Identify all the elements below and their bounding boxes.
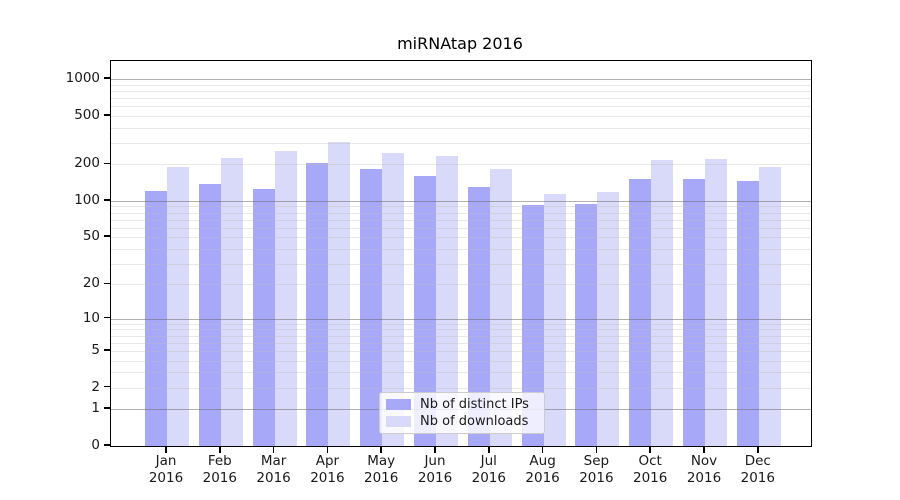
x-tick-mar bbox=[272, 447, 275, 453]
x-tick-label-jan: Jan 2016 bbox=[148, 453, 184, 486]
x-tick-label-dec: Dec 2016 bbox=[740, 453, 775, 486]
bar-downloads-dec bbox=[758, 166, 781, 446]
x-tick-nov bbox=[703, 447, 705, 453]
bar-downloads-may bbox=[382, 152, 405, 446]
y-tick-label-100: 100 bbox=[74, 191, 100, 208]
y-tick-label-2: 2 bbox=[91, 378, 100, 395]
y-tick-200 bbox=[104, 162, 110, 165]
y-tick-label-1: 1 bbox=[91, 400, 100, 417]
bar-downloads-sep bbox=[597, 191, 620, 446]
y-tick-2 bbox=[104, 385, 110, 388]
x-tick-jun bbox=[434, 447, 436, 453]
bar-downloads-nov bbox=[705, 158, 727, 446]
bar-ips-apr bbox=[306, 162, 329, 446]
plot-area: Nb of distinct IPs Nb of downloads bbox=[110, 60, 812, 447]
x-tick-label-jul: Jul 2016 bbox=[471, 453, 506, 486]
legend-swatch-downloads bbox=[386, 416, 411, 427]
bar-ips-nov bbox=[683, 178, 705, 446]
x-tick-label-apr: Apr 2016 bbox=[310, 453, 345, 486]
bar-ips-jan bbox=[145, 190, 167, 446]
bar-downloads-jul bbox=[489, 169, 512, 446]
y-tick-100 bbox=[104, 199, 110, 201]
x-tick-label-oct: Oct 2016 bbox=[633, 453, 668, 486]
y-tick-50 bbox=[104, 235, 110, 237]
bar-ips-dec bbox=[736, 180, 759, 446]
bar-downloads-aug bbox=[543, 193, 566, 446]
x-tick-feb bbox=[219, 447, 221, 453]
x-tick-jan bbox=[165, 447, 167, 453]
legend: Nb of distinct IPs Nb of downloads bbox=[379, 392, 545, 434]
chart-title: miRNAtap 2016 bbox=[397, 34, 523, 53]
bar-ips-aug bbox=[521, 204, 544, 446]
bar-downloads-mar bbox=[274, 150, 297, 446]
x-tick-dec bbox=[757, 447, 759, 453]
bar-downloads-oct bbox=[651, 159, 674, 446]
bar-downloads-feb bbox=[220, 157, 243, 446]
y-tick-label-500: 500 bbox=[74, 106, 100, 123]
bar-ips-jul bbox=[467, 186, 490, 446]
x-tick-label-sep: Sep 2016 bbox=[579, 453, 614, 486]
x-tick-label-feb: Feb 2016 bbox=[202, 453, 237, 486]
x-tick-label-may: May 2016 bbox=[364, 453, 399, 486]
x-tick-jul bbox=[488, 447, 490, 453]
x-tick-sep bbox=[595, 447, 598, 453]
bars-layer bbox=[111, 61, 811, 446]
bar-downloads-jan bbox=[167, 167, 189, 446]
y-tick-label-1000: 1000 bbox=[65, 70, 100, 86]
x-tick-aug bbox=[541, 447, 544, 453]
bar-downloads-jun bbox=[436, 155, 458, 446]
y-tick-10 bbox=[104, 316, 110, 319]
x-tick-oct bbox=[649, 447, 651, 453]
bar-ips-feb bbox=[198, 184, 221, 446]
bar-downloads-apr bbox=[328, 142, 351, 446]
x-tick-label-aug: Aug 2016 bbox=[525, 453, 560, 486]
y-tick-1 bbox=[104, 407, 110, 409]
y-tick-500 bbox=[104, 114, 110, 116]
y-tick-label-20: 20 bbox=[82, 275, 100, 292]
legend-label-downloads: Nb of downloads bbox=[420, 414, 529, 429]
legend-item-downloads: Nb of downloads bbox=[386, 414, 538, 429]
y-tick-label-0: 0 bbox=[91, 437, 100, 453]
legend-label-distinct-ips: Nb of distinct IPs bbox=[420, 397, 529, 412]
x-tick-apr bbox=[326, 447, 329, 453]
y-tick-label-5: 5 bbox=[91, 341, 100, 358]
x-tick-label-mar: Mar 2016 bbox=[256, 453, 291, 486]
bar-ips-sep bbox=[575, 204, 598, 446]
x-tick-label-jun: Jun 2016 bbox=[417, 453, 453, 486]
x-tick-may bbox=[380, 447, 382, 453]
y-tick-5 bbox=[104, 349, 110, 351]
bar-ips-mar bbox=[252, 189, 275, 446]
legend-item-distinct-ips: Nb of distinct IPs bbox=[386, 397, 538, 412]
y-tick-label-200: 200 bbox=[74, 155, 100, 172]
y-tick-0 bbox=[104, 444, 110, 446]
x-tick-label-nov: Nov 2016 bbox=[686, 453, 722, 486]
y-tick-label-10: 10 bbox=[82, 309, 100, 326]
bar-ips-may bbox=[360, 169, 383, 446]
bar-ips-jun bbox=[414, 176, 436, 446]
y-tick-label-50: 50 bbox=[82, 228, 100, 245]
y-tick-20 bbox=[104, 282, 110, 285]
bar-ips-oct bbox=[629, 179, 652, 446]
legend-swatch-ips bbox=[386, 399, 411, 410]
y-tick-1000 bbox=[104, 77, 110, 79]
